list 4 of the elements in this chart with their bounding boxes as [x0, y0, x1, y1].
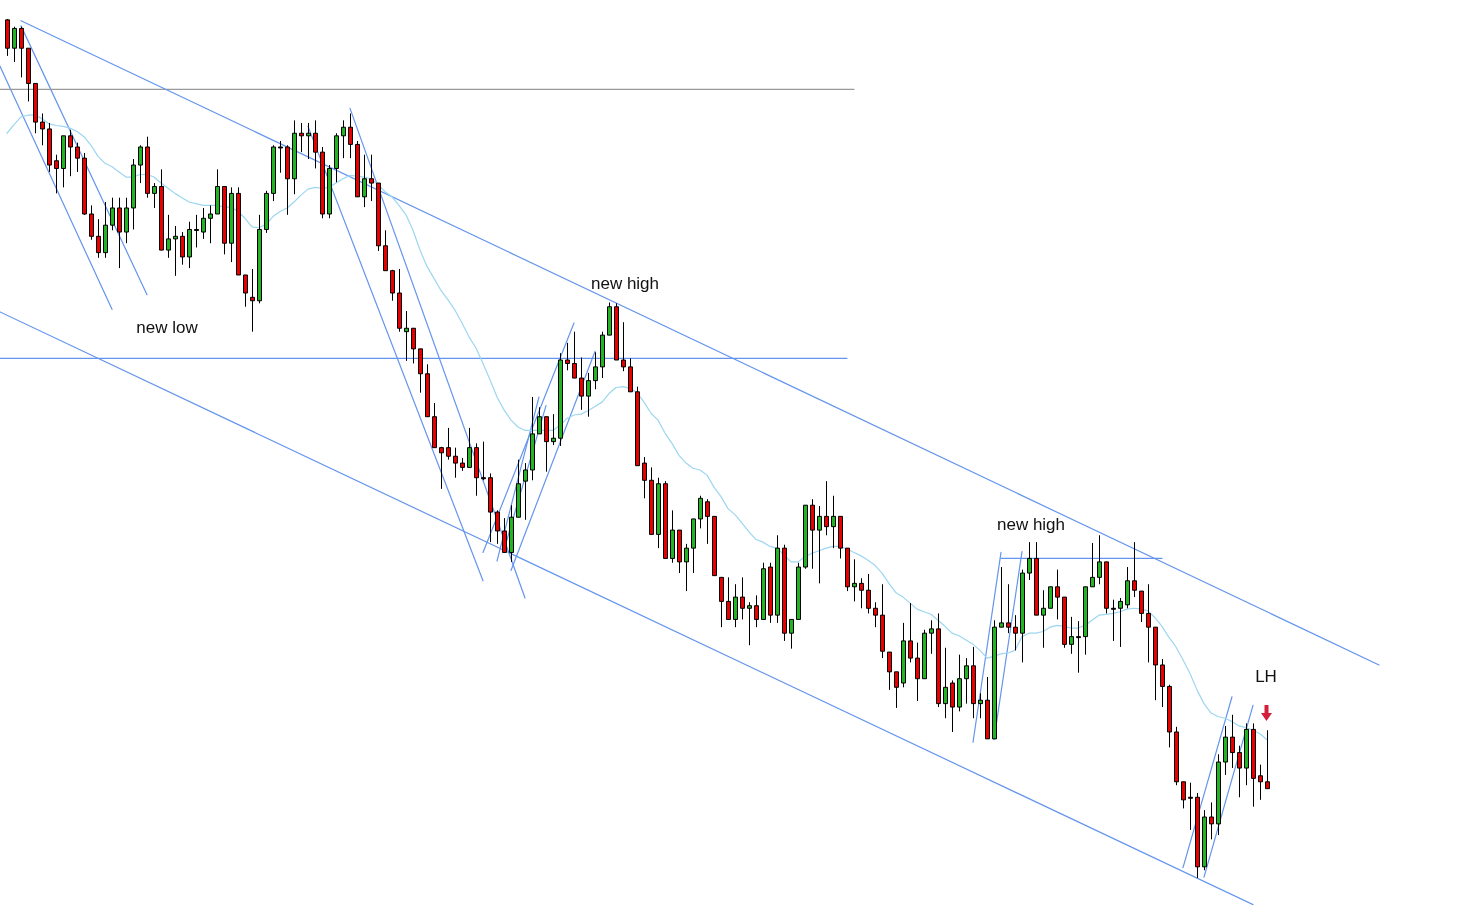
annotation: new low [136, 318, 199, 337]
annotation: new high [996, 515, 1066, 534]
annotation: new high [590, 274, 660, 293]
annotation: LH [1255, 667, 1277, 686]
